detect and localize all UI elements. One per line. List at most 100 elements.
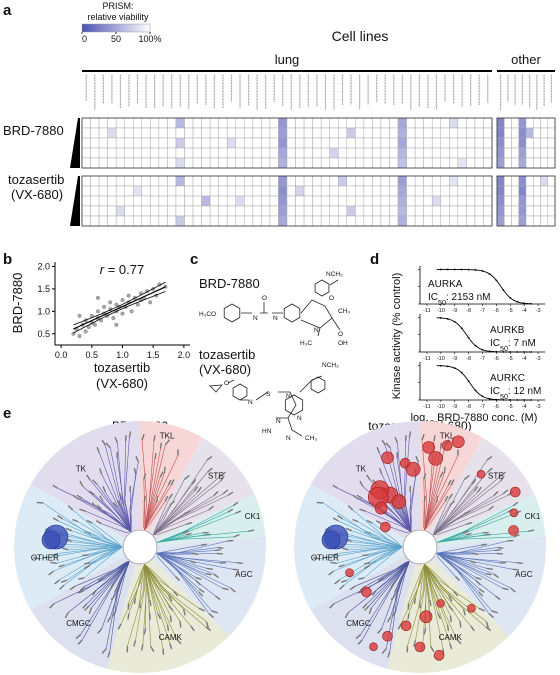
tree-branch	[424, 564, 444, 649]
heatmap-cell	[338, 185, 348, 197]
tree-leaf	[408, 431, 412, 438]
tree-leaf	[363, 564, 370, 570]
heatmap-cell	[133, 205, 143, 217]
tree-leaf	[211, 610, 218, 614]
heatmap-cell	[511, 157, 519, 169]
dose-point	[488, 272, 491, 275]
heatmap-cell	[380, 157, 390, 169]
heatmap-cell	[346, 205, 356, 217]
tree-leaf	[359, 480, 364, 487]
dose-point	[446, 365, 449, 368]
heatmap-cell	[201, 185, 211, 197]
heatmap-cell	[252, 147, 262, 159]
heatmap-cell	[474, 205, 484, 217]
compound-label: BRD-7880	[3, 123, 64, 138]
kinase-group-sector	[107, 547, 230, 673]
tree-leaf	[356, 494, 363, 499]
dose-point	[439, 364, 442, 367]
x-tick-label: 1.5	[147, 350, 160, 360]
x-tick-label: -7	[480, 404, 485, 410]
heatmap-cell	[184, 215, 194, 227]
tree-leaf	[91, 502, 97, 508]
legend-gradient	[81, 23, 151, 33]
heatmap-cell	[269, 117, 279, 129]
binding-circle-red	[361, 586, 372, 598]
heatmap-cell	[226, 195, 236, 207]
heatmap-cell	[218, 127, 228, 139]
heatmap-cell	[201, 127, 211, 139]
binding-circle-red	[467, 603, 476, 613]
tree-leaf	[480, 543, 487, 546]
heatmap-cell	[133, 117, 143, 129]
heatmap-cell	[269, 147, 279, 159]
heatmap-cell	[235, 147, 245, 159]
tree-leaf	[484, 533, 491, 536]
heatmap-cell	[423, 215, 433, 227]
tree-leaf	[75, 634, 82, 640]
heatmap-cell	[98, 147, 108, 159]
tree-leaf	[133, 467, 137, 475]
heatmap-cell	[226, 137, 236, 149]
heatmap-cell	[363, 137, 373, 149]
scatter-point	[135, 302, 140, 307]
heatmap-cell	[518, 147, 527, 159]
tree-leaf	[339, 584, 345, 590]
heatmap-cell	[133, 137, 143, 149]
kinase-group-label: CAMK	[439, 633, 463, 642]
heatmap-cell	[449, 147, 459, 159]
heatmap-cell	[312, 147, 322, 159]
tree-leaf	[198, 607, 206, 612]
tree-leaf	[117, 623, 122, 630]
heatmap-cell	[431, 205, 442, 217]
tree-leaf	[176, 638, 182, 645]
panel-letter: d	[370, 251, 379, 268]
heatmap-cell	[158, 117, 168, 129]
tree-branch	[156, 552, 210, 614]
heatmap-cell	[483, 117, 493, 129]
heatmap-cell	[329, 175, 339, 187]
tree-leaf	[88, 607, 93, 615]
heatmap-cell	[175, 215, 185, 227]
heatmap-cell	[226, 175, 236, 187]
tree-leaf	[352, 518, 359, 523]
kinase-group-label: TKL	[160, 431, 175, 440]
heatmap-cell	[457, 175, 467, 187]
heatmap-cell	[363, 215, 373, 227]
tree-leaf	[493, 490, 499, 497]
tree-branch	[144, 455, 179, 530]
heatmap-cell	[167, 147, 177, 159]
tree-branch	[365, 510, 412, 532]
tree-leaf	[206, 455, 213, 461]
tree-leaf	[227, 491, 234, 496]
heatmap-cell	[440, 205, 450, 217]
heatmap-cell	[90, 117, 100, 129]
heatmap-cell	[286, 195, 296, 207]
dose-point	[453, 320, 456, 323]
tree-branch	[322, 502, 403, 548]
heatmap-cell	[226, 117, 236, 129]
heatmap-cell	[141, 215, 151, 227]
heatmap-cell	[329, 205, 339, 217]
heatmap-cell	[431, 127, 442, 139]
tree-leaf	[413, 597, 417, 605]
heatmap-cell	[201, 117, 211, 129]
heatmap-cell	[431, 157, 442, 169]
scatter-point	[95, 309, 100, 314]
tree-branch	[352, 509, 403, 548]
tree-leaf	[197, 486, 202, 493]
kinase-group-label: CMGC	[346, 619, 371, 628]
x-tick-label: -6	[494, 404, 499, 410]
heatmap-cell	[533, 215, 541, 227]
heatmap-cell	[252, 157, 262, 169]
heatmap-cell	[295, 205, 305, 217]
tree-leaf	[236, 561, 243, 565]
heatmap-cell	[209, 175, 219, 187]
heatmap-cell	[158, 205, 168, 217]
tree-leaf	[189, 560, 196, 564]
heatmap-cell	[278, 117, 288, 129]
heatmap-cell	[389, 147, 399, 159]
panel-letter: a	[3, 2, 12, 19]
tree-branch	[75, 561, 130, 587]
heatmap-cell	[192, 215, 202, 227]
heatmap-cell	[184, 117, 194, 129]
